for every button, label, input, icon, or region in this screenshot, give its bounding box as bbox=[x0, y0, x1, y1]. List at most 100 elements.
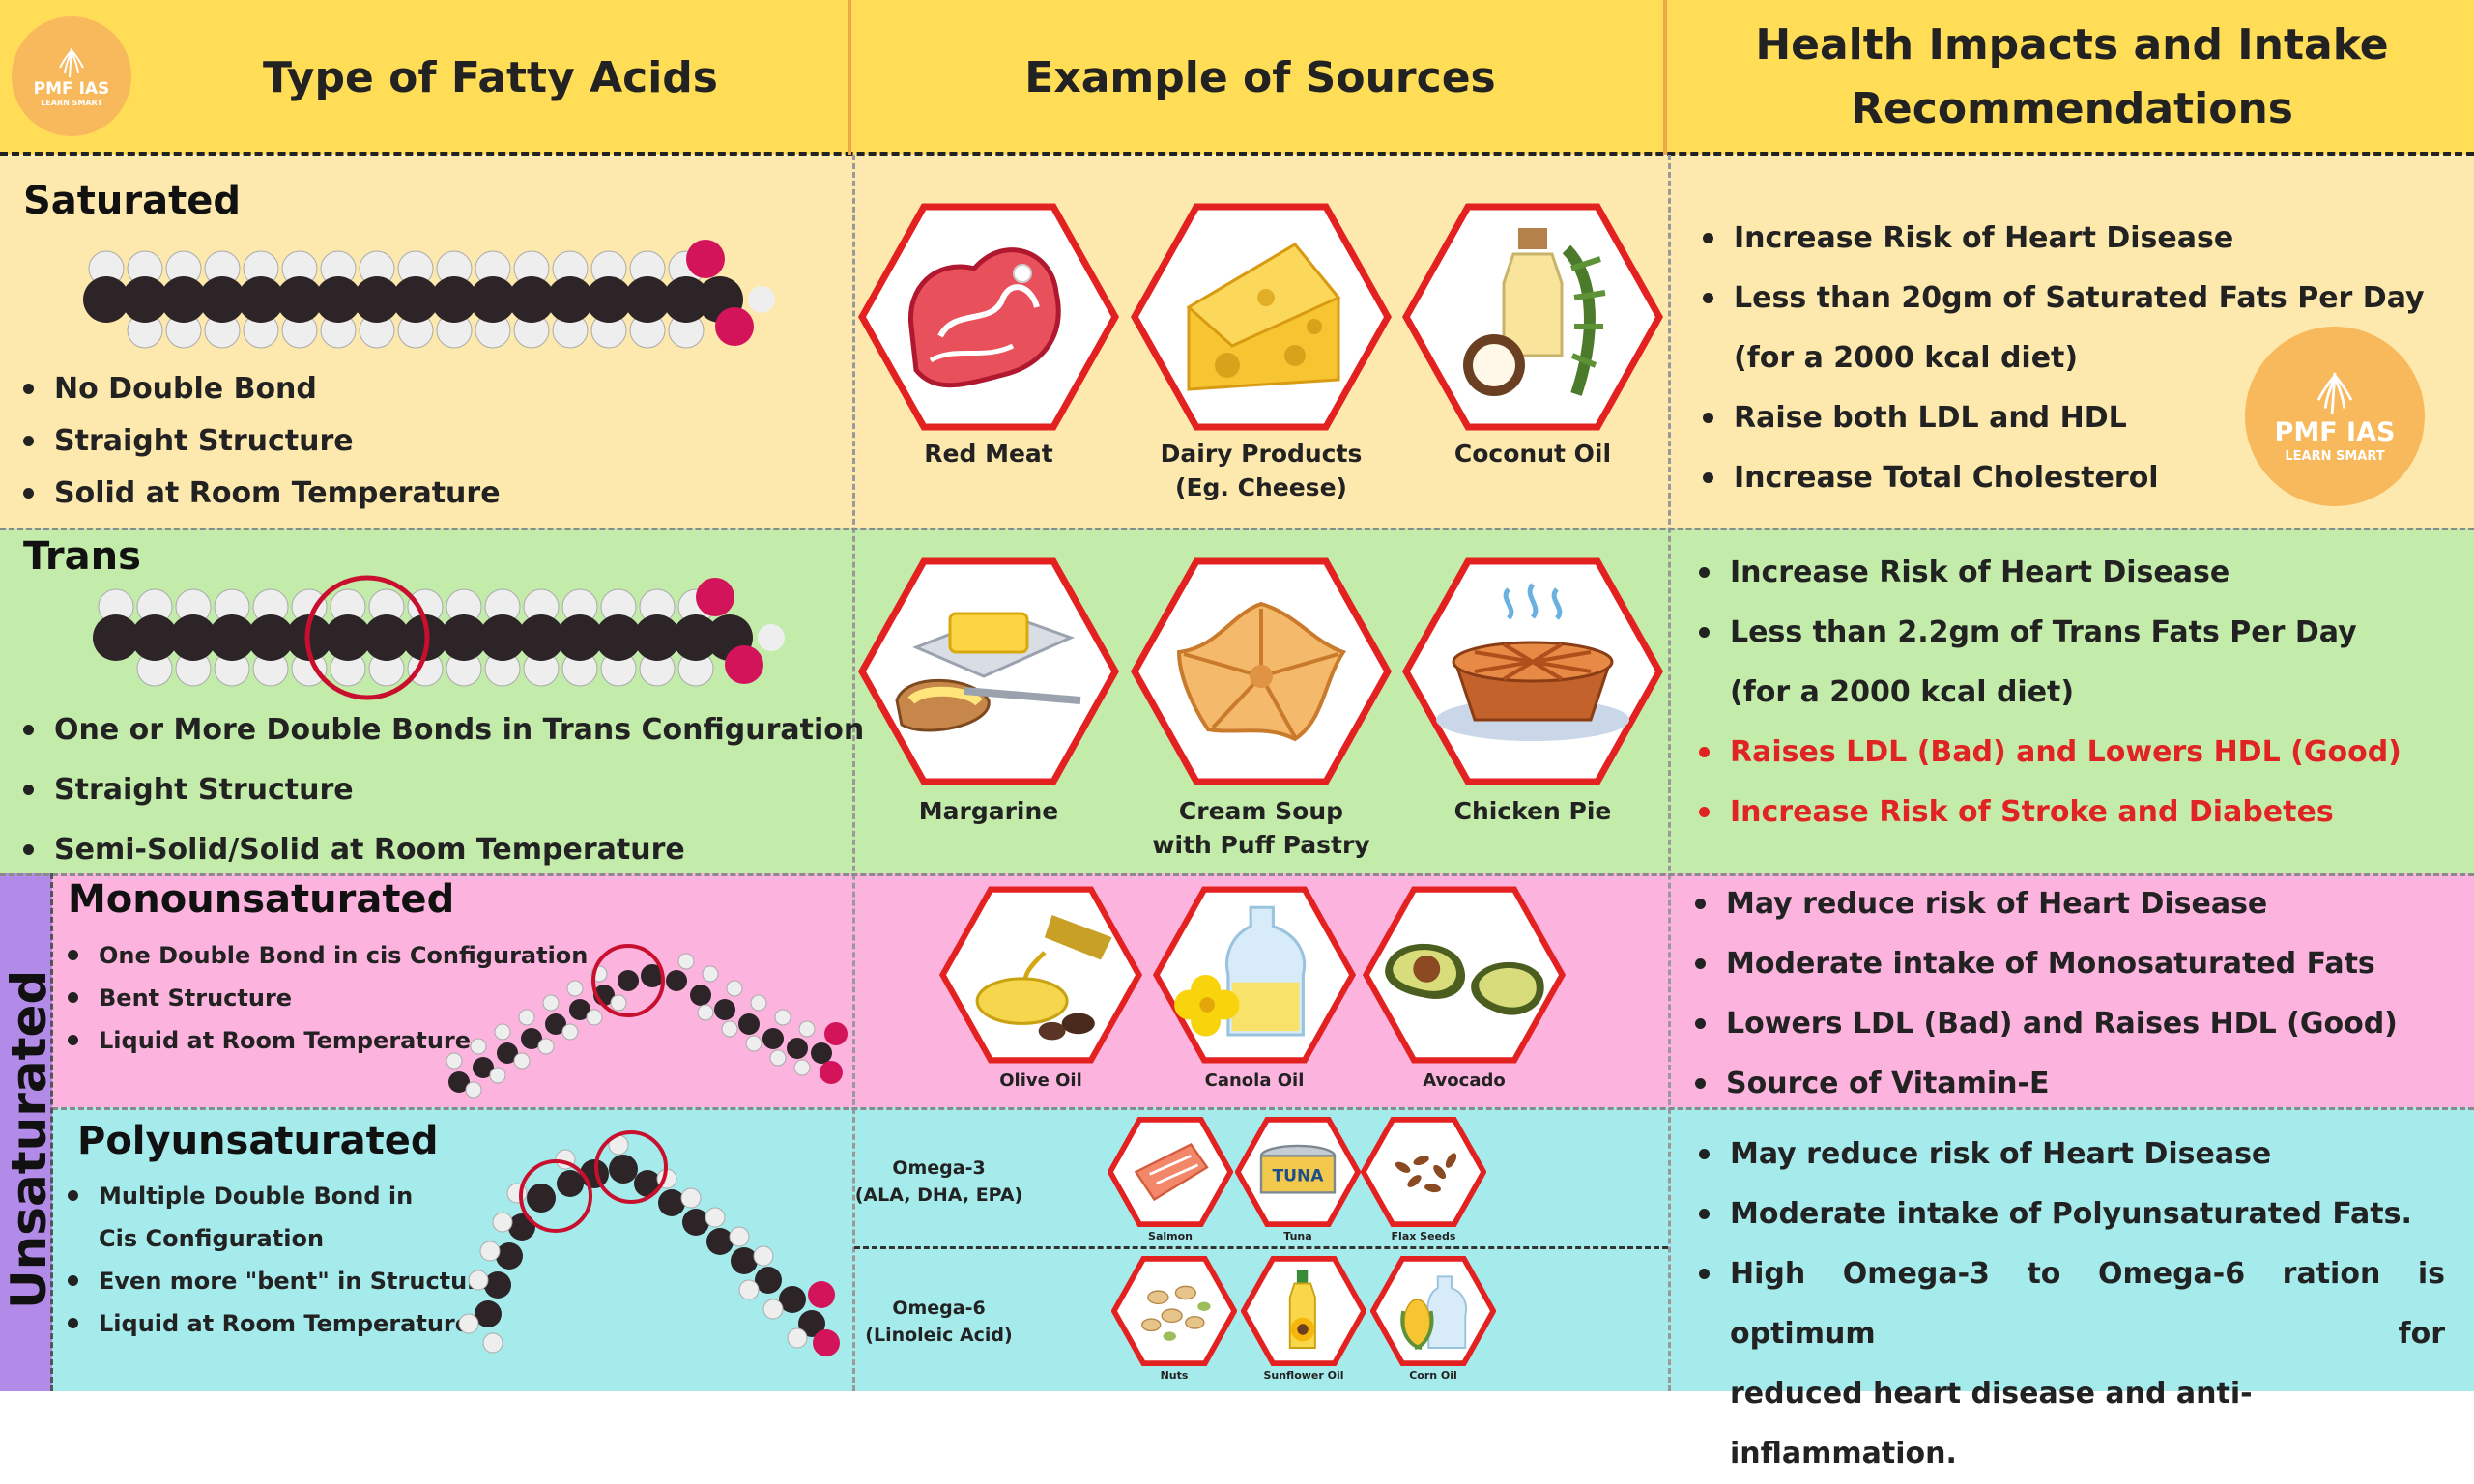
header-col1: Type of Fatty Acids bbox=[263, 52, 718, 102]
trans-impact: Increase Risk of Heart Disease bbox=[1695, 543, 2402, 603]
row-divider-1 bbox=[0, 528, 2474, 530]
mono-property: One Double Bond in cis Configuration bbox=[64, 934, 588, 977]
poly-property: Even more "bent" in Structure bbox=[64, 1260, 494, 1302]
tuna-label: Tuna bbox=[1283, 1230, 1312, 1242]
mono-property: Liquid at Room Temperature bbox=[64, 1019, 588, 1062]
col-divider-2 bbox=[1668, 155, 1671, 1391]
omega-divider bbox=[854, 1246, 1668, 1249]
saturated-molecule-icon bbox=[83, 240, 775, 349]
poly-impact: May reduce risk of Heart Disease bbox=[1695, 1125, 2474, 1184]
poly-property: Liquid at Room Temperature bbox=[64, 1302, 494, 1345]
tuna-can-text: TUNA bbox=[1272, 1167, 1324, 1186]
omega6-label: Omega-6 (Linoleic Acid) bbox=[854, 1295, 1023, 1349]
mono-properties: One Double Bond in cis Configuration Ben… bbox=[64, 934, 588, 1062]
poly-property: Multiple Double Bond in bbox=[64, 1175, 494, 1217]
header-divider bbox=[0, 152, 2474, 156]
red-meat-label: Red Meat bbox=[924, 440, 1053, 468]
poly-impact-cont: reduced heart disease and anti-inflammat… bbox=[1730, 1377, 2253, 1470]
saturated-property: Solid at Room Temperature bbox=[19, 468, 501, 520]
watermark-logo-tagline: LEARN SMART bbox=[2285, 448, 2385, 464]
header-col3: Health Impacts and Intake Recommendation… bbox=[1670, 10, 2474, 145]
trans-property: Semi-Solid/Solid at Room Temperature bbox=[19, 820, 864, 880]
poly-molecule-icon bbox=[458, 1130, 840, 1356]
logo-mark-icon bbox=[59, 47, 84, 77]
poly-impact: Moderate intake of Polyunsaturated Fats. bbox=[1695, 1184, 2474, 1244]
trans-title: Trans bbox=[23, 534, 141, 579]
header-background bbox=[0, 0, 2474, 155]
corn-oil-label: Corn Oil bbox=[1409, 1369, 1457, 1382]
trans-molecule-icon bbox=[92, 575, 786, 700]
header-col-divider-2 bbox=[1663, 0, 1667, 155]
coconut-oil-icon bbox=[1402, 203, 1663, 431]
margarine-icon bbox=[858, 557, 1119, 785]
row-divider-3 bbox=[52, 1107, 2474, 1110]
saturated-property: Straight Structure bbox=[19, 415, 501, 468]
poly-title: Polyunsaturated bbox=[77, 1119, 439, 1163]
olive-oil-icon bbox=[939, 886, 1142, 1064]
saturated-impacts: Increase Risk of Heart Disease Less than… bbox=[1699, 209, 2425, 508]
chicken-pie-label: Chicken Pie bbox=[1453, 797, 1612, 825]
poly-properties: Multiple Double Bond in Cis Configuratio… bbox=[64, 1175, 494, 1345]
puff-pastry-icon bbox=[1131, 557, 1392, 785]
avocado-icon bbox=[1363, 886, 1566, 1064]
header-col3-line1: Health Impacts and Intake bbox=[1755, 20, 2389, 70]
saturated-impact-note: (for a 2000 kcal diet) bbox=[1734, 341, 2079, 375]
salmon-icon bbox=[1108, 1117, 1233, 1227]
trans-property: Straight Structure bbox=[19, 760, 864, 820]
saturated-impact: Increase Total Cholesterol bbox=[1699, 448, 2425, 508]
header-col-divider-1 bbox=[848, 0, 851, 155]
header-col2: Example of Sources bbox=[1024, 52, 1496, 102]
row-divider-2 bbox=[0, 873, 2474, 876]
saturated-impact: Raise both LDL and HDL bbox=[1699, 388, 2425, 448]
red-meat-icon bbox=[858, 203, 1119, 431]
header-col3-line2: Recommendations bbox=[1851, 84, 2293, 133]
logo-tagline: LEARN SMART bbox=[41, 98, 102, 107]
mono-molecule-icon bbox=[446, 944, 848, 1099]
unsaturated-label: Unsaturated bbox=[1, 969, 57, 1309]
watermark-logo: PMF IAS LEARN SMART bbox=[2245, 327, 2425, 506]
flax-seeds-icon bbox=[1361, 1117, 1486, 1227]
cheese-label-line1: Dairy Products bbox=[1160, 440, 1363, 468]
trans-impacts: Increase Risk of Heart Disease Less than… bbox=[1695, 543, 2402, 842]
mono-impact: Source of Vitamin-E bbox=[1691, 1054, 2398, 1114]
omega3-label: Omega-3 (ALA, DHA, EPA) bbox=[854, 1155, 1023, 1209]
poly-property-cont: Cis Configuration bbox=[99, 1225, 325, 1252]
saturated-impact: Increase Risk of Heart Disease bbox=[1699, 209, 2425, 269]
avocado-label: Avocado bbox=[1423, 1070, 1506, 1091]
mono-impact: Moderate intake of Monosaturated Fats bbox=[1691, 934, 2398, 994]
poly-row-background bbox=[0, 1107, 2474, 1391]
logo-name: PMF IAS bbox=[33, 78, 110, 99]
saturated-title: Saturated bbox=[23, 179, 241, 223]
cheese-icon bbox=[1131, 203, 1392, 431]
saturated-property: No Double Bond bbox=[19, 363, 501, 415]
margarine-label: Margarine bbox=[918, 797, 1059, 825]
puff-pastry-label: Cream Soup with Puff Pastry bbox=[1131, 794, 1392, 862]
trans-impact: Less than 2.2gm of Trans Fats Per Day bbox=[1695, 603, 2402, 663]
cheese-label: Dairy Products (Eg. Cheese) bbox=[1131, 437, 1392, 504]
mono-impacts: May reduce risk of Heart Disease Moderat… bbox=[1691, 874, 2398, 1114]
salmon-label: Salmon bbox=[1148, 1230, 1193, 1242]
omega3-title: Omega-3 bbox=[892, 1157, 986, 1179]
coconut-oil-label: Coconut Oil bbox=[1453, 440, 1612, 468]
puff-pastry-label-line1: Cream Soup bbox=[1178, 797, 1344, 825]
nuts-label: Nuts bbox=[1160, 1369, 1189, 1382]
trans-properties: One or More Double Bonds in Trans Config… bbox=[19, 700, 864, 880]
logo-mark-icon bbox=[2316, 372, 2353, 414]
mono-property: Bent Structure bbox=[64, 977, 588, 1019]
logo: PMF IAS LEARN SMART bbox=[12, 16, 131, 136]
saturated-impact: Less than 20gm of Saturated Fats Per Day bbox=[1699, 269, 2425, 328]
trans-impact-warning: Increase Risk of Stroke and Diabetes bbox=[1695, 783, 2402, 842]
omega3-sub: (ALA, DHA, EPA) bbox=[854, 1184, 1023, 1206]
chicken-pie-icon bbox=[1402, 557, 1663, 785]
trans-property: One or More Double Bonds in Trans Config… bbox=[19, 700, 864, 760]
tuna-icon: TUNA bbox=[1235, 1117, 1361, 1227]
omega6-sub: (Linoleic Acid) bbox=[865, 1325, 1013, 1346]
sunflower-oil-icon bbox=[1241, 1256, 1366, 1366]
mono-title: Monounsaturated bbox=[68, 877, 455, 922]
mono-impact: Lowers LDL (Bad) and Raises HDL (Good) bbox=[1691, 994, 2398, 1054]
cheese-label-line2: (Eg. Cheese) bbox=[1175, 473, 1347, 501]
unsaturated-sidebar bbox=[0, 873, 52, 1391]
sunflower-oil-label: Sunflower Oil bbox=[1263, 1369, 1344, 1382]
flax-seeds-label: Flax Seeds bbox=[1391, 1230, 1456, 1242]
mono-impact: May reduce risk of Heart Disease bbox=[1691, 874, 2398, 934]
